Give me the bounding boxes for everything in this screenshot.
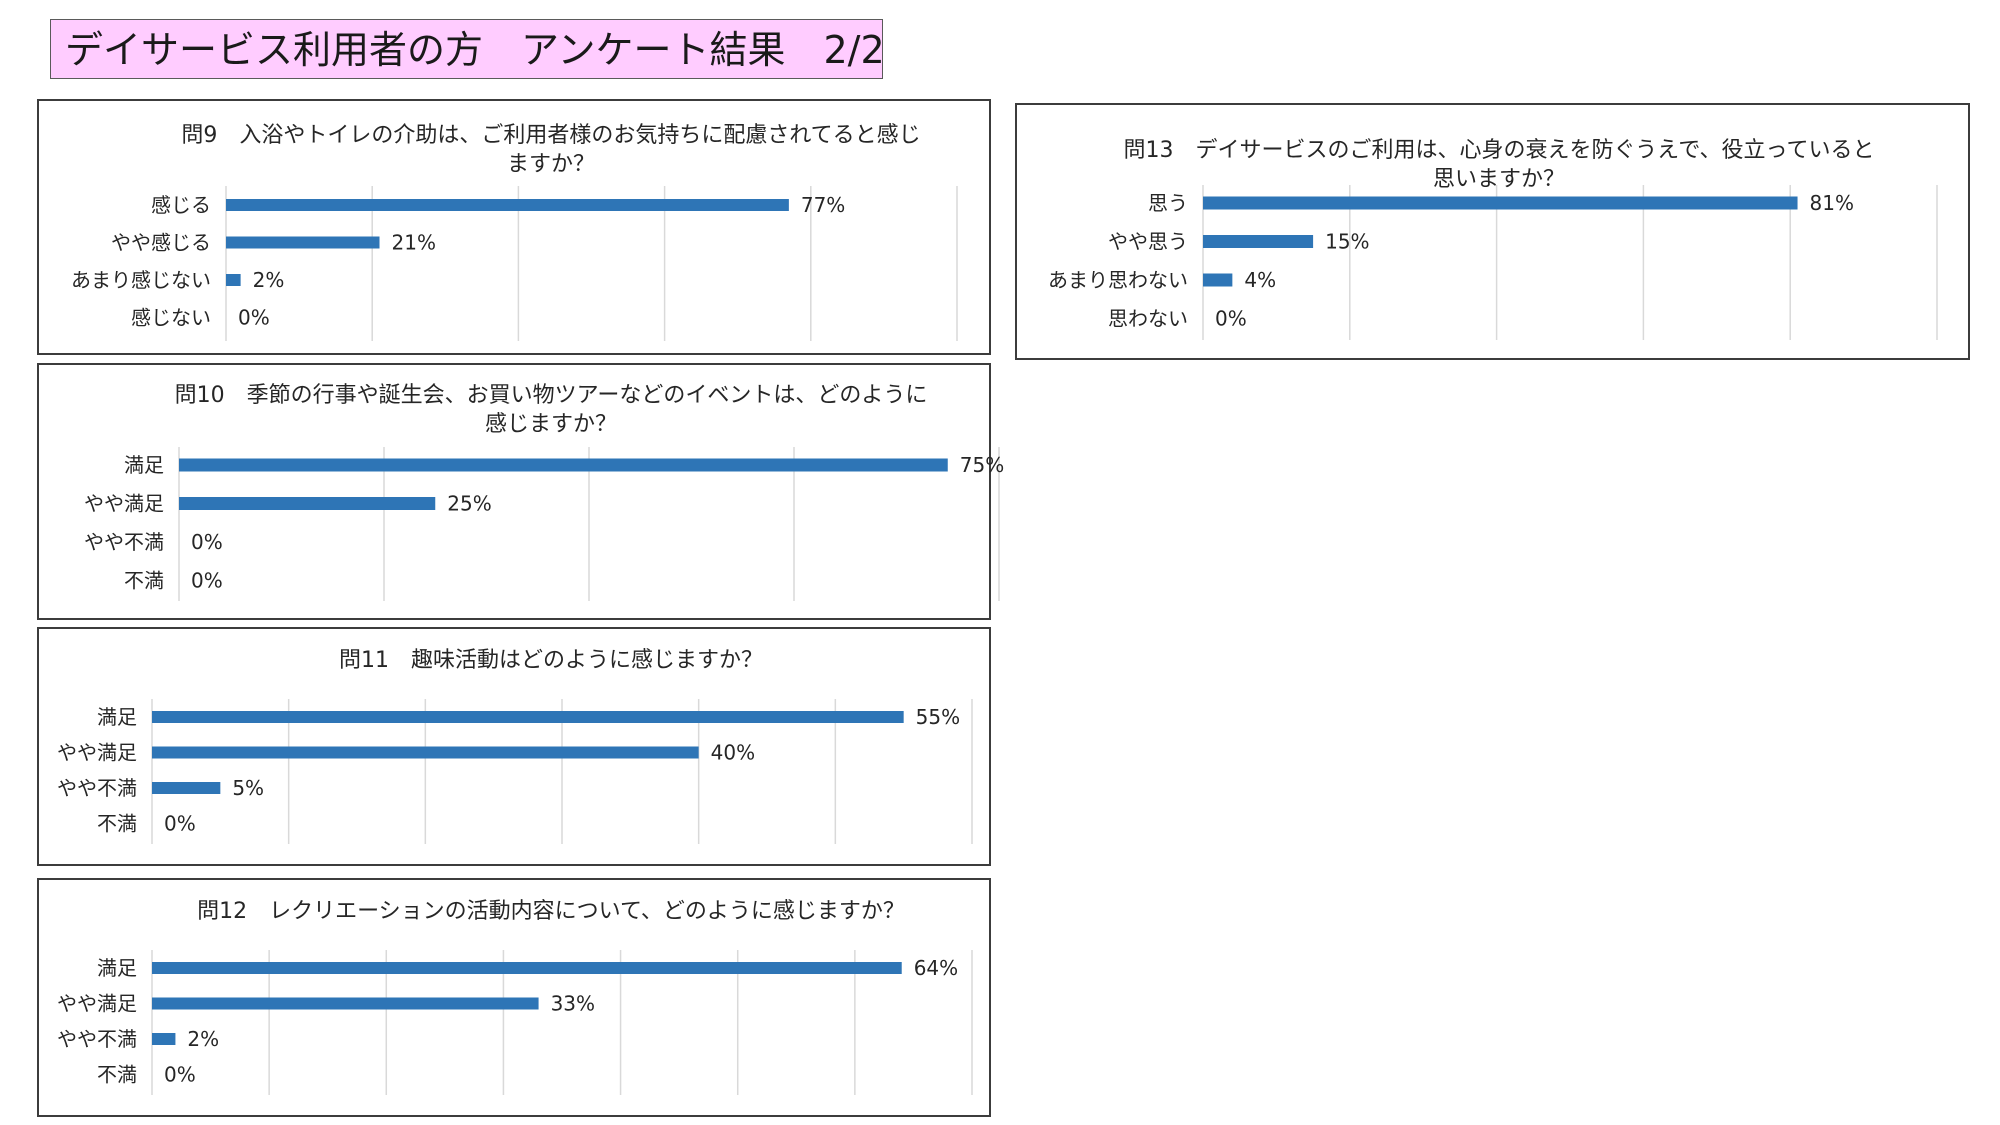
category-label: やや思う — [1108, 230, 1188, 254]
bar — [152, 711, 904, 723]
data-label: 55% — [916, 705, 960, 729]
category-label: 思わない — [1108, 307, 1188, 331]
chart-q13: 問13 デイサービスのご利用は、心身の衰えを防ぐうえで、役立っていると 思いますか… — [1015, 103, 1970, 360]
data-label: 0% — [1215, 307, 1247, 331]
bar — [226, 199, 789, 211]
category-label: 満足 — [97, 705, 137, 729]
category-label: 満足 — [97, 956, 137, 980]
bar — [1203, 235, 1314, 248]
category-label: やや不満 — [84, 530, 164, 554]
chart-svg: 問11 趣味活動はどのように感じますか？ 満足 55% やや満足 40% やや不満 5% 不満… — [57, 648, 973, 844]
bar — [179, 458, 948, 472]
data-label: 21% — [392, 231, 436, 255]
chart-title-line: 問9 入浴やトイレの介助は、ご利用者様のお気持ちに配慮されてると感じ — [181, 123, 920, 148]
chart-q9: 問9 入浴やトイレの介助は、ご利用者様のお気持ちに配慮されてると感じ ますか？ 感じ… — [37, 99, 991, 355]
chart-svg: 問13 デイサービスのご利用は、心身の衰えを防ぐうえで、役立っていると思いますか… — [1048, 138, 1938, 340]
category-label: あまり感じない — [71, 268, 211, 292]
category-label: やや満足 — [84, 492, 164, 516]
data-label: 25% — [447, 492, 491, 516]
chart-title-line: 問10 季節の行事や誕生会、お買い物ツアーなどのイベントは、どのように — [175, 383, 928, 408]
data-label: 77% — [801, 193, 845, 217]
chart-title-line: 問13 デイサービスのご利用は、心身の衰えを防ぐうえで、役立っていると — [1124, 138, 1875, 163]
chart-title-line: ますか？ — [507, 152, 595, 177]
data-label: 2% — [187, 1027, 219, 1051]
bar — [152, 746, 699, 759]
data-label: 75% — [960, 453, 1004, 477]
bar — [1203, 196, 1798, 210]
data-label: 4% — [1244, 268, 1276, 292]
bar — [152, 782, 221, 794]
chart-title-line: 思いますか？ — [1433, 167, 1565, 192]
category-label: やや不満 — [57, 1027, 137, 1051]
bar — [152, 962, 902, 974]
category-label: やや感じる — [111, 231, 211, 255]
data-label: 0% — [164, 1063, 196, 1087]
category-label: 不満 — [124, 569, 164, 593]
data-label: 40% — [711, 741, 755, 765]
category-label: 満足 — [124, 453, 164, 477]
chart-svg: 問12 レクリエーションの活動内容について、どのように感じますか？ 満足 64% やや… — [57, 899, 973, 1095]
category-label: 感じる — [151, 193, 211, 217]
data-label: 33% — [551, 992, 595, 1016]
category-label: やや不満 — [57, 776, 137, 800]
data-label: 15% — [1325, 230, 1369, 254]
category-label: 不満 — [97, 1063, 137, 1087]
data-label: 81% — [1810, 191, 1854, 215]
data-label: 0% — [191, 530, 223, 554]
category-label: あまり思わない — [1048, 268, 1188, 292]
data-label: 0% — [191, 569, 223, 593]
category-label: やや満足 — [57, 992, 137, 1016]
data-label: 64% — [914, 956, 958, 980]
data-label: 2% — [253, 268, 285, 292]
bar — [152, 997, 539, 1010]
category-label: 思う — [1148, 191, 1188, 215]
bar — [179, 497, 436, 510]
category-label: 感じない — [131, 306, 211, 330]
chart-title-line: 問11 趣味活動はどのように感じますか？ — [339, 648, 763, 673]
chart-svg: 問10 季節の行事や誕生会、お買い物ツアーなどのイベントは、どのように感じますか… — [84, 383, 1004, 601]
data-label: 0% — [238, 306, 270, 330]
chart-q11: 問11 趣味活動はどのように感じますか？ 満足 55% やや満足 40% やや不満 5% 不満… — [37, 627, 991, 866]
bar — [1203, 273, 1233, 287]
category-label: やや満足 — [57, 741, 137, 765]
category-label: 不満 — [97, 812, 137, 836]
chart-q10: 問10 季節の行事や誕生会、お買い物ツアーなどのイベントは、どのように 感じますか… — [37, 363, 1004, 620]
chart-title-line: 問12 レクリエーションの活動内容について、どのように感じますか？ — [197, 899, 905, 924]
data-label: 0% — [164, 812, 196, 836]
bar — [226, 274, 241, 286]
bar — [226, 236, 380, 249]
bar — [152, 1033, 176, 1045]
chart-title-line: 感じますか？ — [485, 412, 617, 437]
chart-q12: 問12 レクリエーションの活動内容について、どのように感じますか？ 満足 64% やや… — [37, 878, 991, 1117]
page-title: デイサービス利用者の方 アンケート結果 2/2 — [50, 19, 885, 79]
data-label: 5% — [232, 776, 264, 800]
